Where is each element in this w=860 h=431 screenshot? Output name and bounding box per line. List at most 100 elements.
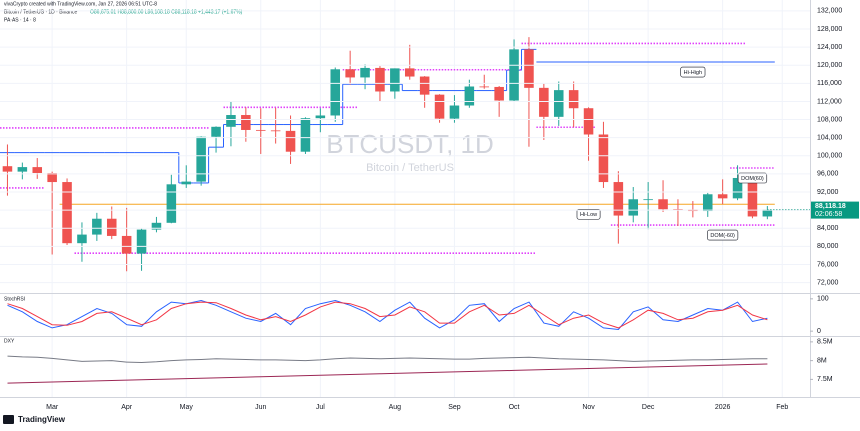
y-tick-label: 8M bbox=[817, 357, 827, 364]
countdown: 02:06:58 bbox=[815, 211, 842, 218]
y-tick-label: 132,000 bbox=[817, 8, 842, 15]
candle-body bbox=[658, 199, 668, 210]
y-tick-label: 124,000 bbox=[817, 44, 842, 51]
level-label-box bbox=[576, 208, 601, 220]
candle-body bbox=[464, 86, 475, 106]
candle-body bbox=[62, 182, 72, 244]
candle-body bbox=[613, 182, 624, 216]
y-tick-label: 84,000 bbox=[817, 225, 839, 232]
candle-body bbox=[717, 194, 728, 199]
x-tick-label: 2026 bbox=[715, 404, 731, 411]
x-tick-label: Dec bbox=[642, 404, 655, 411]
candle-body bbox=[241, 115, 251, 130]
marks-layer: Hi-High Hi-Low DOM(60) DOM(-60) bbox=[0, 37, 775, 384]
candle-body bbox=[524, 49, 534, 88]
level-label-box bbox=[707, 229, 739, 241]
y-tick-label: 96,000 bbox=[817, 171, 839, 178]
candle-body bbox=[2, 166, 13, 172]
candle-body bbox=[300, 118, 311, 152]
candle-body bbox=[419, 76, 430, 95]
x-tick-label: Aug bbox=[389, 404, 402, 411]
candle-body bbox=[553, 90, 564, 117]
candle-body bbox=[330, 69, 341, 116]
x-tick-label: Apr bbox=[121, 404, 133, 411]
candle-body bbox=[509, 49, 519, 101]
series-line bbox=[7, 301, 768, 329]
candle-body bbox=[449, 105, 460, 119]
x-tick-label: Feb bbox=[776, 404, 788, 411]
y-tick-label: 100,000 bbox=[817, 153, 842, 160]
level-label-box bbox=[680, 66, 706, 78]
x-tick-label: Sep bbox=[448, 404, 461, 411]
x-tick-label: Oct bbox=[509, 404, 520, 411]
candle-body bbox=[479, 86, 490, 88]
x-tick-label: Jun bbox=[255, 404, 266, 411]
pane-title: StochRSI bbox=[4, 296, 25, 302]
series-line bbox=[7, 355, 768, 364]
grid-layer bbox=[51, 0, 783, 397]
candle-body bbox=[226, 115, 236, 127]
candle-body bbox=[628, 199, 639, 216]
y-tick-label: 80,000 bbox=[817, 243, 839, 250]
level-label: DOM(-60) bbox=[710, 233, 735, 239]
candle-body bbox=[77, 234, 87, 244]
candle-body bbox=[270, 130, 281, 132]
candle-body bbox=[598, 134, 609, 183]
watermark-subtitle: Bitcoin / TetherUS bbox=[366, 162, 454, 174]
watermark-title: BTCUSDT, 1D bbox=[326, 129, 494, 159]
candle-body bbox=[255, 129, 266, 131]
candle-body bbox=[121, 235, 132, 254]
candle-body bbox=[106, 218, 117, 236]
y-tick-label: 8.5M bbox=[817, 339, 833, 346]
x-tick-label: Mar bbox=[46, 404, 59, 411]
y-tick-label: 72,000 bbox=[817, 279, 839, 286]
candle-body bbox=[494, 86, 504, 101]
level-label: Hi-Low bbox=[580, 212, 597, 218]
candle-body bbox=[136, 229, 147, 254]
candle-body bbox=[166, 184, 177, 223]
candle-body bbox=[47, 172, 57, 183]
candle-body bbox=[345, 69, 355, 78]
candle-body bbox=[390, 68, 400, 92]
y-tick-label: 7.5M bbox=[817, 376, 833, 383]
candle-body bbox=[360, 67, 370, 78]
candle-body bbox=[404, 68, 415, 77]
candle-body bbox=[315, 115, 326, 119]
candle-body bbox=[151, 222, 162, 230]
candle-body bbox=[568, 90, 579, 109]
x-tick-label: Jul bbox=[316, 404, 325, 411]
y-tick-label: 0 bbox=[817, 328, 821, 335]
level-label: Hi-High bbox=[684, 70, 702, 76]
ohlc-legend: O86,675.01 H88,800.00 L86,108.18 C88,118… bbox=[90, 9, 243, 15]
y-tick-label: 100 bbox=[817, 296, 829, 303]
last-price: 88,118.18 bbox=[815, 203, 846, 210]
candle-body bbox=[196, 136, 206, 182]
candle-body bbox=[211, 126, 221, 137]
y-tick-label: 92,000 bbox=[817, 189, 839, 196]
credit: vivaCrypto created with TradingView.com,… bbox=[4, 1, 157, 7]
x-tick-label: May bbox=[180, 404, 194, 411]
y-tick-label: 120,000 bbox=[817, 62, 842, 69]
candle-body bbox=[181, 181, 192, 185]
pane-title: DXY bbox=[4, 338, 15, 344]
candle-body bbox=[583, 108, 594, 135]
y-tick-label: 104,000 bbox=[817, 135, 842, 142]
y-tick-label: 108,000 bbox=[817, 116, 842, 123]
candle-body bbox=[732, 177, 743, 199]
candle-body bbox=[643, 199, 653, 201]
y-tick-label: 76,000 bbox=[817, 261, 839, 268]
last-price-tag bbox=[811, 201, 859, 219]
candle-body bbox=[539, 87, 549, 117]
level-label-box bbox=[737, 172, 768, 184]
level-label: DOM(60) bbox=[741, 176, 764, 182]
candle-body bbox=[762, 209, 773, 217]
candle-body bbox=[673, 209, 683, 211]
candle-body bbox=[434, 94, 445, 119]
candle-body bbox=[375, 67, 385, 92]
series-line bbox=[7, 363, 768, 384]
x-tick-label: Nov bbox=[582, 404, 595, 411]
candle-body bbox=[747, 177, 758, 217]
